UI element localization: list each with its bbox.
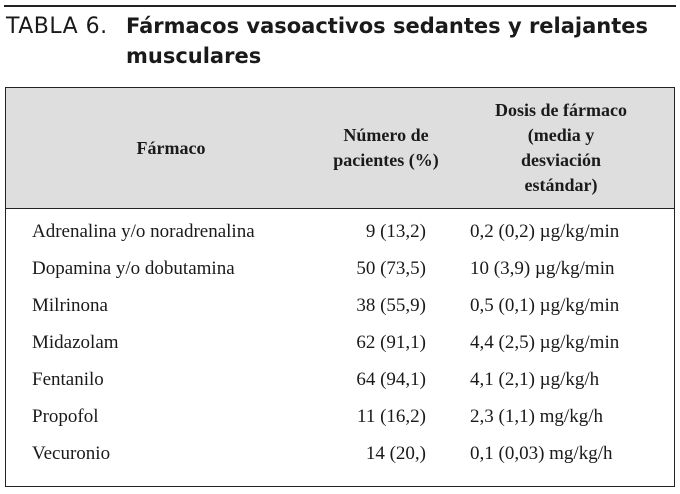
dose: 0,2 (0,2) µg/kg/min bbox=[470, 221, 620, 242]
top-rule bbox=[4, 5, 676, 7]
dose: 0,1 (0,03) mg/kg/h bbox=[470, 443, 613, 464]
drug-name: Milrinona bbox=[32, 295, 108, 316]
table-label: TABLA 6. bbox=[6, 14, 108, 39]
dose: 0,5 (0,1) µg/kg/min bbox=[470, 295, 620, 316]
table-header: Fármaco Número de pacientes (%) Dosis de fá… bbox=[6, 88, 674, 209]
patient-count: 11 (16,2) bbox=[357, 406, 426, 427]
table-title: Fármacos vasoactivos sedantes y relajant… bbox=[126, 14, 649, 38]
header-cell: Dosis de fármaco (media y desviación estánd… bbox=[466, 88, 656, 208]
header-line: Número de bbox=[343, 125, 429, 145]
patient-count: 9 (13,2) bbox=[365, 221, 426, 242]
patient-count: 64 (94,1) bbox=[356, 369, 426, 390]
dose: 2,3 (1,1) mg/kg/h bbox=[470, 406, 603, 427]
patient-count: 14 (20,) bbox=[365, 443, 426, 464]
header-line: desviación bbox=[520, 150, 601, 170]
drug-name: Vecuronio bbox=[32, 443, 111, 464]
table: Fármaco Número de pacientes (%) Dosis de fá… bbox=[5, 87, 675, 487]
header-line: pacientes (%) bbox=[333, 150, 439, 170]
table-title: musculares bbox=[126, 44, 262, 68]
drug-name: Dopamina y/o dobutamina bbox=[32, 258, 235, 279]
drug-name: Adrenalina y/o noradrenalina bbox=[32, 221, 255, 242]
patient-count: 38 (55,9) bbox=[356, 295, 426, 316]
header-line: estándar) bbox=[524, 175, 598, 195]
patient-count: 62 (91,1) bbox=[356, 332, 426, 353]
header-cell: Número de pacientes (%) bbox=[306, 88, 466, 208]
drug-name: Fentanilo bbox=[32, 369, 104, 390]
header-cell: Fármaco bbox=[66, 88, 276, 208]
dose: 10 (3,9) µg/kg/min bbox=[470, 258, 615, 279]
header-line: (media y bbox=[527, 125, 595, 145]
header-line: Fármaco bbox=[136, 137, 206, 158]
drug-name: Propofol bbox=[32, 406, 99, 427]
dose: 4,4 (2,5) µg/kg/min bbox=[470, 332, 620, 353]
header-line: Dosis de fármaco bbox=[495, 100, 627, 120]
drug-name: Midazolam bbox=[32, 332, 119, 353]
patient-count: 50 (73,5) bbox=[356, 258, 426, 279]
dose: 4,1 (2,1) µg/kg/h bbox=[470, 369, 600, 390]
